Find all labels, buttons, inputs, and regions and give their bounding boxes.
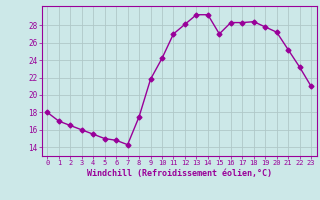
X-axis label: Windchill (Refroidissement éolien,°C): Windchill (Refroidissement éolien,°C) [87,169,272,178]
